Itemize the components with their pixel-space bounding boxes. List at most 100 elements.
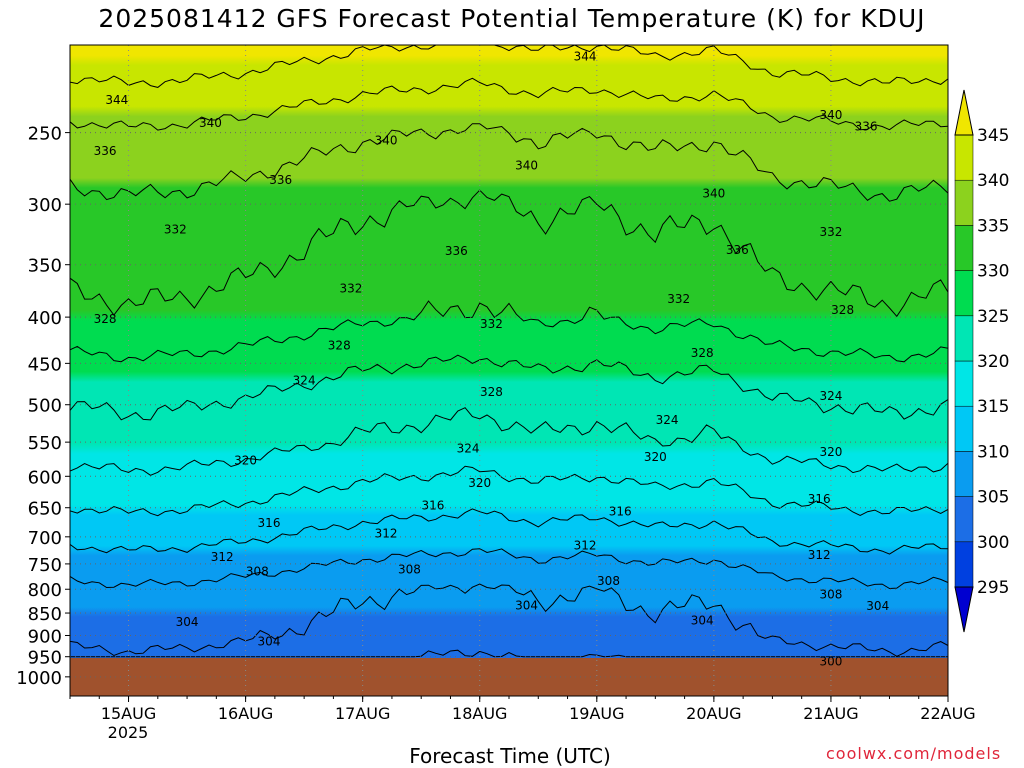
contour-label: 340 [515, 159, 538, 173]
isentrope-320 [70, 407, 948, 476]
contour-label: 332 [164, 223, 187, 237]
contour-label: 308 [819, 588, 842, 602]
colorbar-segment [954, 270, 974, 317]
isentrope-316 [70, 465, 948, 517]
isentrope-340 [70, 77, 948, 131]
contour-label: 304 [176, 615, 199, 629]
colorbar-segment [954, 541, 974, 588]
colorbar-top-arrow [954, 89, 974, 136]
contour-label: 340 [702, 187, 725, 201]
colorbar-label: 300 [977, 533, 1009, 553]
colorbar-label: 305 [977, 488, 1009, 508]
contour-label: 340 [199, 116, 222, 130]
contour-label: 304 [515, 599, 538, 613]
y-tick-label: 650 [28, 499, 62, 520]
contour-label: 336 [94, 144, 117, 158]
isentrope-contours [70, 45, 948, 658]
y-axis: 2503003504004505005506006507007508008509… [16, 124, 70, 689]
colorbar-label: 295 [977, 578, 1009, 598]
contour-label: 328 [94, 312, 117, 326]
potential-temperature-field [70, 45, 948, 658]
y-tick-label: 550 [28, 433, 62, 454]
colorbar-label: 315 [977, 397, 1009, 417]
x-tick-label: 20AUG [686, 704, 741, 723]
contour-label: 312 [211, 550, 234, 564]
colorbar-bottom-arrow [954, 586, 974, 633]
contour-label: 332 [819, 225, 842, 239]
isentrope-312 [70, 508, 948, 555]
colorbar-label: 330 [977, 262, 1009, 282]
contour-label: 304 [258, 635, 281, 649]
contour-label: 332 [480, 317, 503, 331]
contour-label: 316 [808, 492, 831, 506]
y-tick-label: 850 [28, 604, 62, 625]
isentrope-324 [70, 354, 948, 421]
contour-label: 344 [574, 50, 597, 64]
y-tick-label: 500 [28, 396, 62, 417]
isentrope-328 [70, 300, 948, 363]
isentrope-336 [70, 123, 948, 202]
contour-label: 340 [375, 133, 398, 147]
contour-label: 312 [574, 539, 597, 553]
x-tick-label: 15AUG [101, 704, 156, 723]
colorbar-segment [954, 496, 974, 543]
contour-label: 324 [293, 373, 316, 387]
contour-label: 312 [808, 548, 831, 562]
contour-label: 308 [597, 574, 620, 588]
colorbar-label: 325 [977, 307, 1009, 327]
contour-label: 308 [246, 565, 269, 579]
contour-label: 336 [445, 244, 468, 258]
colorbar-label: 335 [977, 216, 1009, 236]
x-axis: 2025 15AUG 16AUG 17AUG 18AUG 19AUG 20AUG 21AUG… [69, 696, 976, 742]
colorbar-label: 340 [977, 171, 1009, 191]
contour-label: 344 [105, 93, 128, 107]
y-tick-label: 400 [28, 308, 62, 329]
y-tick-label: 450 [28, 354, 62, 375]
y-tick-label: 700 [28, 528, 62, 549]
contour-label: 340 [819, 108, 842, 122]
ground-surface [70, 658, 948, 696]
x-tick-label: 18AUG [452, 704, 507, 723]
colorbar-segment [954, 134, 974, 181]
contour-label: 328 [831, 303, 854, 317]
chart-title: 2025081412 GFS Forecast Potential Temper… [98, 4, 926, 33]
x-tick-label: 16AUG [218, 704, 273, 723]
y-tick-label: 250 [28, 124, 62, 145]
y-tick-label: 1000 [16, 668, 62, 689]
isentrope-344 [70, 45, 948, 88]
y-tick-label: 950 [28, 648, 62, 669]
contour-label: 320 [644, 450, 667, 464]
contour-label: 336 [726, 243, 749, 257]
contour-label: 316 [258, 516, 281, 530]
contour-label: 324 [819, 389, 842, 403]
y-tick-label: 350 [28, 256, 62, 277]
isentrope-300 [70, 649, 948, 658]
colorbar-segment [954, 451, 974, 497]
source-credit: coolwx.com/models [826, 744, 1002, 763]
colorbar-segment [954, 315, 974, 362]
y-tick-label: 800 [28, 580, 62, 601]
x-tick-label: 22AUG [920, 704, 975, 723]
contour-label: 332 [340, 282, 363, 296]
contour-label: 304 [866, 599, 889, 613]
contour-label: 320 [234, 453, 257, 467]
colorbar: 295 300 305 310 315 320 325 330 335 340 345 [954, 89, 1009, 633]
colorbar-label: 320 [977, 352, 1009, 372]
colorbar-segment [954, 225, 974, 271]
y-tick-label: 600 [28, 467, 62, 488]
grid-lines [70, 45, 948, 696]
contour-label: 336 [269, 173, 292, 187]
colorbar-segment [954, 360, 974, 407]
contour-label: 320 [468, 476, 491, 490]
contour-label: 300 [819, 655, 842, 669]
isentrope-332 [70, 189, 948, 318]
contour-label: 320 [819, 445, 842, 459]
contour-label: 324 [457, 442, 480, 456]
x-axis-title: Forecast Time (UTC) [409, 744, 611, 768]
x-tick-label: 21AUG [803, 704, 858, 723]
contour-label: 328 [328, 339, 351, 353]
x-axis-year-label: 2025 [108, 723, 149, 742]
x-tick-label: 19AUG [569, 704, 624, 723]
contour-label: 336 [855, 119, 878, 133]
